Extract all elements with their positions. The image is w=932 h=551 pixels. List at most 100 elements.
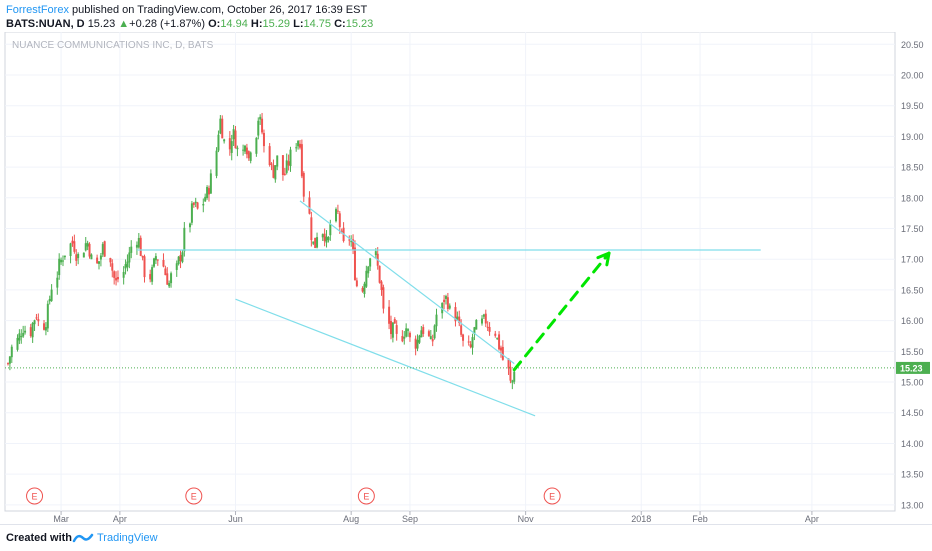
ohlc-line: BATS:NUAN, D 15.23 ▲+0.28 (+1.87%) O:14.… [6, 17, 373, 31]
candle-body [24, 330, 27, 333]
candle-body [31, 323, 34, 338]
candle-body [262, 132, 265, 147]
tradingview-logo-icon[interactable] [72, 531, 94, 545]
candle-body [401, 336, 404, 342]
trend-line[interactable] [299, 200, 515, 365]
candle-body [22, 332, 25, 337]
candle-body [454, 307, 457, 322]
symbol-label[interactable]: BATS:NUAN, D [6, 18, 85, 30]
x-tick-label: Apr [113, 514, 127, 524]
candle-body [261, 118, 264, 133]
candle-body [460, 325, 463, 335]
candle-body [484, 313, 487, 324]
earnings-marker-label: E [191, 492, 197, 502]
open-value: 14.94 [220, 18, 248, 30]
candle-body [389, 321, 392, 335]
candle-body [407, 329, 410, 331]
candle-body [143, 256, 146, 278]
candle-body [223, 139, 226, 142]
candle-body [257, 120, 260, 136]
projection-arrow-shaft[interactable] [512, 251, 611, 372]
y-tick-label: 15.50 [901, 347, 924, 357]
candle-body [335, 209, 338, 222]
y-tick-label: 17.00 [901, 255, 924, 265]
candle-body [206, 186, 209, 198]
candle-body [228, 138, 231, 150]
candle-body [249, 152, 252, 161]
candle-body [164, 268, 167, 276]
candle-body [297, 140, 300, 147]
candle-body [20, 336, 23, 338]
x-tick-label: 2018 [631, 514, 651, 524]
candle-body [276, 155, 279, 167]
candle-body [137, 238, 140, 248]
earnings-marker[interactable] [26, 487, 44, 505]
candle-body [355, 280, 358, 287]
projection-arrow-head [596, 251, 611, 267]
candle-body [18, 333, 21, 341]
candle-body [149, 274, 152, 280]
last-price-tag-bg [896, 361, 930, 374]
price-chart[interactable]: 20.50 20.00 19.50 19.00 18.50 18.00 17.50 17.00… [0, 31, 932, 524]
candle-body [50, 289, 53, 301]
y-tick-label: 18.50 [901, 163, 924, 173]
last-price: 15.23 [87, 18, 116, 30]
created-with-text: Created with [6, 532, 73, 544]
y-tick-label: 20.50 [901, 40, 924, 50]
candle-body [482, 314, 485, 317]
candle-body [101, 244, 104, 255]
candle-body [56, 277, 59, 288]
candle-body [135, 244, 138, 248]
candle-body [418, 335, 421, 343]
candle-body [234, 130, 237, 149]
candle-body [338, 213, 341, 228]
candle-body [192, 202, 195, 205]
candle-body [111, 263, 114, 271]
published-text: published on TradingView.com, October 26… [72, 4, 368, 16]
candle-body [58, 258, 61, 276]
y-tick-label: 17.50 [901, 224, 924, 234]
candle-body [221, 118, 224, 139]
earnings-marker[interactable] [543, 487, 561, 505]
candle-body [467, 341, 470, 343]
tradingview-brand[interactable]: TradingView [97, 532, 158, 544]
chart-header: ForrestForex published on TradingView.co… [0, 0, 932, 32]
candle-body [395, 325, 398, 334]
close-value: 15.23 [345, 18, 374, 30]
trend-line[interactable] [235, 298, 536, 417]
candle-body [272, 165, 275, 178]
candle-body [289, 149, 292, 167]
y-tick-label: 19.00 [901, 132, 924, 142]
earnings-marker[interactable] [357, 487, 375, 505]
candle-body [405, 328, 408, 337]
candle-body [90, 254, 93, 260]
author-link[interactable]: ForrestForex [6, 4, 69, 16]
candle-body [312, 241, 315, 244]
candle-body [380, 281, 383, 291]
candle-body [329, 224, 332, 236]
candle-body [48, 298, 51, 302]
candle-body [314, 237, 317, 248]
candle-body [151, 267, 154, 282]
candle-body [29, 327, 32, 337]
x-axis: Mar Apr Jun Aug Sep Nov 2018 Feb Apr [53, 511, 819, 524]
candle-body [513, 371, 516, 382]
candle-body [7, 363, 9, 365]
candle-body [115, 277, 118, 281]
candle-body [69, 243, 72, 257]
candle-body [287, 161, 290, 166]
chart-area[interactable]: 20.50 20.00 19.50 19.00 18.50 18.00 17.50 17.00… [0, 31, 932, 524]
candle-body [298, 143, 301, 148]
y-tick-label: 15.00 [901, 378, 924, 388]
annotations [136, 200, 761, 417]
candle-body [84, 243, 87, 251]
candle-body [281, 155, 284, 176]
candle-body [230, 141, 233, 153]
candle-body [33, 320, 36, 325]
candle-body [475, 320, 478, 330]
earnings-marker[interactable] [185, 487, 203, 505]
publish-line: ForrestForex published on TradingView.co… [6, 3, 367, 17]
candle-body [124, 264, 127, 269]
candle-body [156, 259, 159, 261]
